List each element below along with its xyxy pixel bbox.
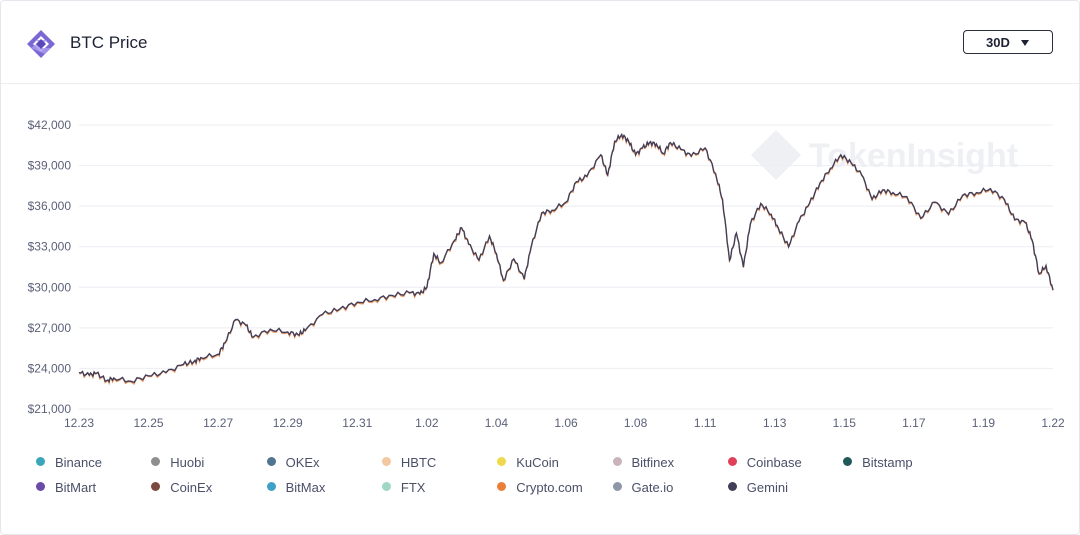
legend-dot-icon xyxy=(612,482,622,491)
legend-dot-icon xyxy=(612,457,622,466)
legend-label: BitMart xyxy=(55,480,97,495)
legend-label: CoinEx xyxy=(170,480,213,495)
x-tick-label: 1.02 xyxy=(415,416,439,430)
x-tick-label: 1.19 xyxy=(972,416,996,430)
legend-dot-icon xyxy=(727,482,737,491)
x-axis-ticks: 12.23 12.25 12.27 12.29 12.31 1.02 1.04 1.06 1.0… xyxy=(64,416,1065,430)
y-tick-label: $30,000 xyxy=(28,280,72,294)
legend-dot-icon xyxy=(381,457,391,466)
x-tick-label: 12.23 xyxy=(64,416,94,430)
legend-dot-icon xyxy=(381,482,391,491)
legend-dot-icon xyxy=(36,457,45,466)
tokeninsight-logo-icon xyxy=(27,30,55,58)
chart-legend: Binance Huobi OKEx HBTC KuCoin Bitfinex Coinba… xyxy=(31,453,1071,513)
x-tick-label: 1.08 xyxy=(624,416,648,430)
legend-label: Binance xyxy=(55,455,102,470)
series-line-gemini xyxy=(78,132,1054,384)
y-tick-label: $39,000 xyxy=(28,159,72,173)
page-title: BTC Price xyxy=(70,33,148,52)
x-tick-label: 1.11 xyxy=(694,416,717,430)
legend-label: Gate.io xyxy=(631,480,674,495)
legend-dot-icon xyxy=(36,482,45,491)
x-tick-label: 12.31 xyxy=(342,416,372,430)
legend-label: OKEx xyxy=(285,455,320,470)
legend-dot-icon xyxy=(151,482,161,491)
y-axis-ticks: $21,000 $24,000 $27,000 $30,000 $33,000 $36,0… xyxy=(28,118,72,416)
x-tick-label: 1.17 xyxy=(902,416,926,430)
x-tick-label: 1.06 xyxy=(554,416,578,430)
x-tick-label: 12.29 xyxy=(273,416,303,430)
time-range-dropdown[interactable]: 30D xyxy=(963,30,1053,54)
watermark-logo-mark xyxy=(751,130,801,180)
y-tick-label: $42,000 xyxy=(28,118,72,132)
legend-label: BitMax xyxy=(285,480,326,495)
x-tick-label: 12.25 xyxy=(134,416,164,430)
legend-dot-icon xyxy=(843,457,853,466)
legend-label: Huobi xyxy=(170,455,205,470)
legend-label: KuCoin xyxy=(516,455,559,470)
x-tick-label: 1.15 xyxy=(833,416,857,430)
legend-label: FTX xyxy=(400,480,426,495)
legend-dot-icon xyxy=(266,482,276,491)
legend-dot-icon xyxy=(151,457,161,466)
watermark-logo: TokenInsight xyxy=(751,130,1018,180)
x-tick-label: 1.13 xyxy=(763,416,787,430)
y-tick-label: $27,000 xyxy=(28,321,72,335)
legend-dot-icon xyxy=(497,482,507,491)
legend-label: Bitfinex xyxy=(631,455,675,470)
y-tick-label: $36,000 xyxy=(28,199,72,213)
chart-grid xyxy=(79,124,1053,410)
legend-dot-icon xyxy=(497,457,507,466)
chart-series xyxy=(78,132,1054,386)
legend-label: Bitstamp xyxy=(862,455,913,470)
x-tick-label: 1.22 xyxy=(1041,416,1065,430)
caret-down-icon xyxy=(1021,40,1029,46)
legend-dot-icon xyxy=(266,457,276,466)
price-line-chart: TokenInsight $21,000 $24,000 $27,000 $30,00… xyxy=(28,118,1065,430)
card-header: BTC Price 30D xyxy=(1,1,1079,84)
legend-label: Gemini xyxy=(746,480,788,495)
legend-label: Coinbase xyxy=(746,455,802,470)
legend-dot-icon xyxy=(727,457,737,466)
x-tick-label: 1.04 xyxy=(485,416,509,430)
y-tick-label: $24,000 xyxy=(28,361,72,375)
y-tick-label: $21,000 xyxy=(28,402,72,416)
x-tick-label: 12.27 xyxy=(203,416,233,430)
time-range-value: 30D xyxy=(986,35,1010,50)
legend-label: Crypto.com xyxy=(516,480,583,495)
legend-label: HBTC xyxy=(400,455,437,470)
y-tick-label: $33,000 xyxy=(28,240,72,254)
